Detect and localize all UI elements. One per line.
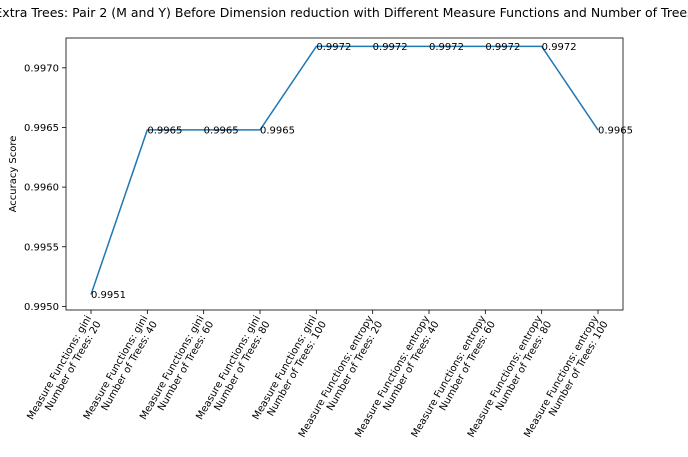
data-labels: 0.9951 0.9965 0.9965 0.9965 0.9972 0.9972 0.99… [91,42,633,301]
data-label: 0.9972 [316,42,351,53]
series-accuracy [90,45,599,295]
data-label: 0.9972 [485,42,520,53]
y-axis-label: Accuracy Score [8,136,19,213]
plot-area-frame [65,37,624,311]
data-label: 0.9965 [598,125,633,136]
data-label: 0.9965 [204,125,239,136]
data-label: 0.9965 [260,125,295,136]
data-label: 0.9972 [542,42,577,53]
x-axis: Measure Functions: giniNumber of Trees: … [25,310,611,440]
y-tick-label: 0.9960 [24,183,59,194]
y-tick-label: 0.9955 [24,242,59,253]
data-label: 0.9965 [147,125,182,136]
y-tick-label: 0.9970 [24,63,59,74]
series-line [90,45,599,295]
y-axis: 0.9950 0.9955 0.9960 0.9965 0.9970 [24,63,66,313]
y-tick-label: 0.9950 [24,302,59,313]
y-tick-label: 0.9965 [24,123,59,134]
chart-title: Extra Trees: Pair 2 (M and Y) Before Dim… [0,5,688,20]
data-label: 0.9972 [373,42,408,53]
data-label: 0.9972 [429,42,464,53]
data-label: 0.9951 [91,290,126,301]
